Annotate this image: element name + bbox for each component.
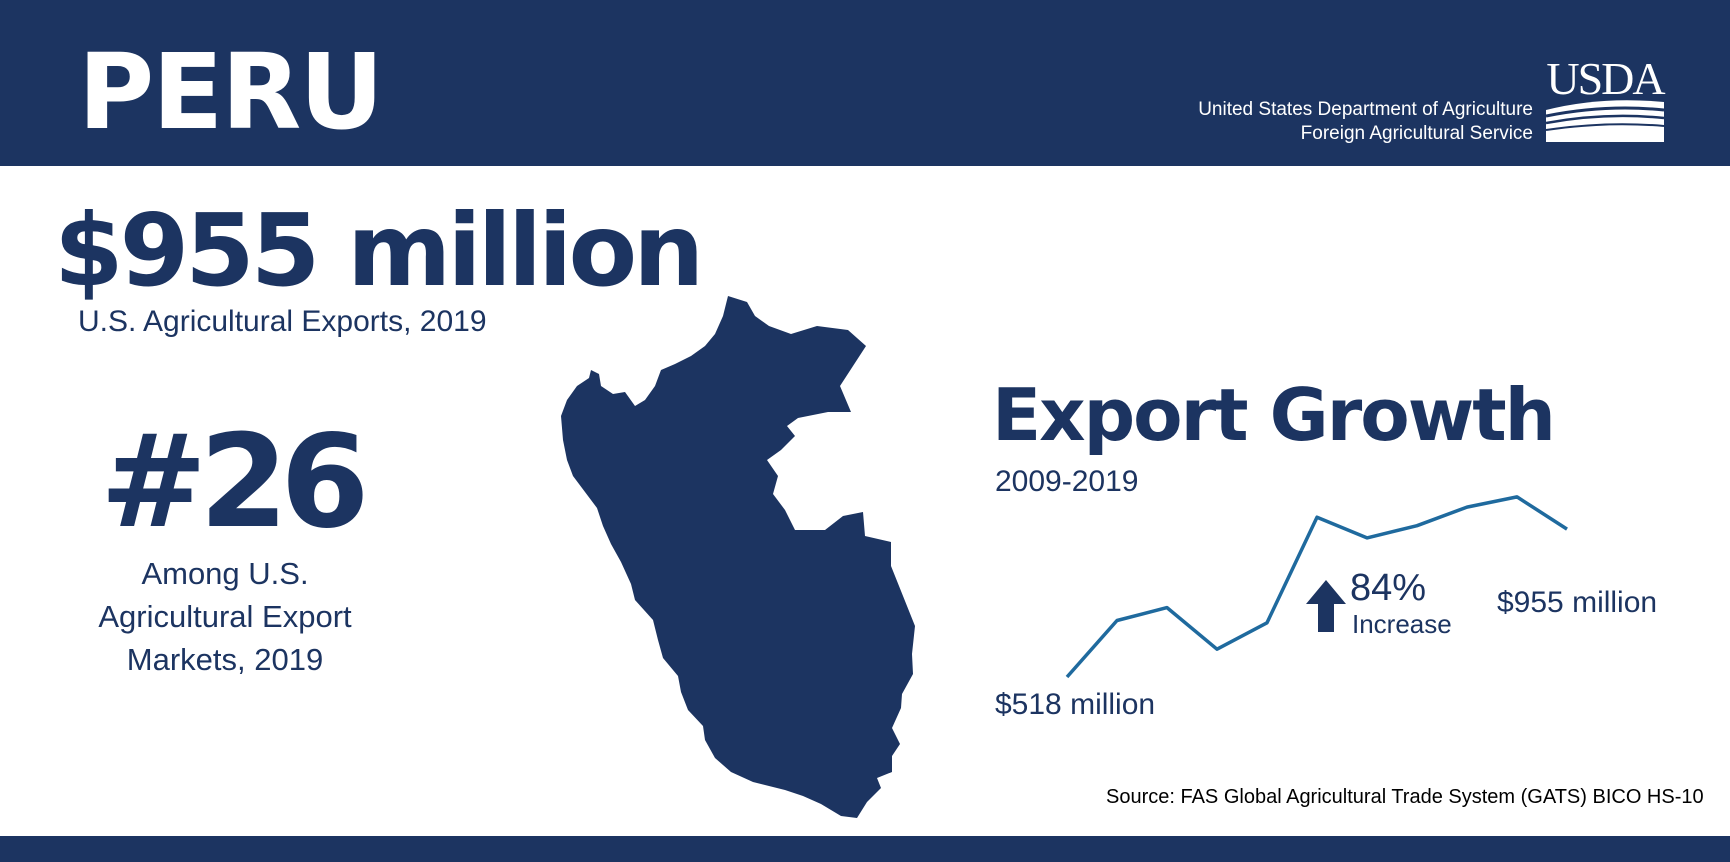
usda-swoosh-icon — [1546, 100, 1664, 142]
growth-title: Export Growth — [992, 373, 1556, 457]
peru-map-icon — [561, 296, 915, 818]
agency-line-2: Foreign Agricultural Service — [1300, 123, 1533, 144]
rank-caption-line-1: Among U.S. — [141, 556, 309, 591]
rank-caption: Among U.S. Agricultural Export Markets, … — [80, 552, 370, 681]
start-value-label: $518 million — [995, 688, 1156, 721]
growth-line — [1065, 495, 1568, 679]
rank-caption-line-3: Markets, 2019 — [126, 642, 324, 677]
header-banner: PERU United States Department of Agricul… — [0, 0, 1730, 166]
increase-percent: 84% — [1350, 567, 1427, 609]
usda-logo: USDA — [1546, 53, 1666, 142]
export-value: $955 million — [54, 192, 704, 309]
source-note: Source: FAS Global Agricultural Trade Sy… — [1106, 786, 1704, 808]
market-rank: #26 — [100, 408, 369, 557]
rank-caption-line-2: Agricultural Export — [98, 599, 352, 634]
country-title: PERU — [78, 31, 384, 153]
export-caption: U.S. Agricultural Exports, 2019 — [78, 305, 487, 338]
agency-name: United States Department of Agriculture … — [1198, 98, 1533, 146]
end-value-label: $955 million — [1497, 586, 1658, 619]
growth-years: 2009-2019 — [995, 465, 1139, 498]
increase-label: Increase — [1352, 609, 1452, 639]
agency-line-1: United States Department of Agriculture — [1198, 99, 1533, 120]
up-arrow-icon — [1306, 580, 1346, 632]
usda-logo-text: USDA — [1546, 53, 1665, 104]
footer-bar — [0, 836, 1730, 862]
export-growth-chart — [1065, 495, 1568, 679]
